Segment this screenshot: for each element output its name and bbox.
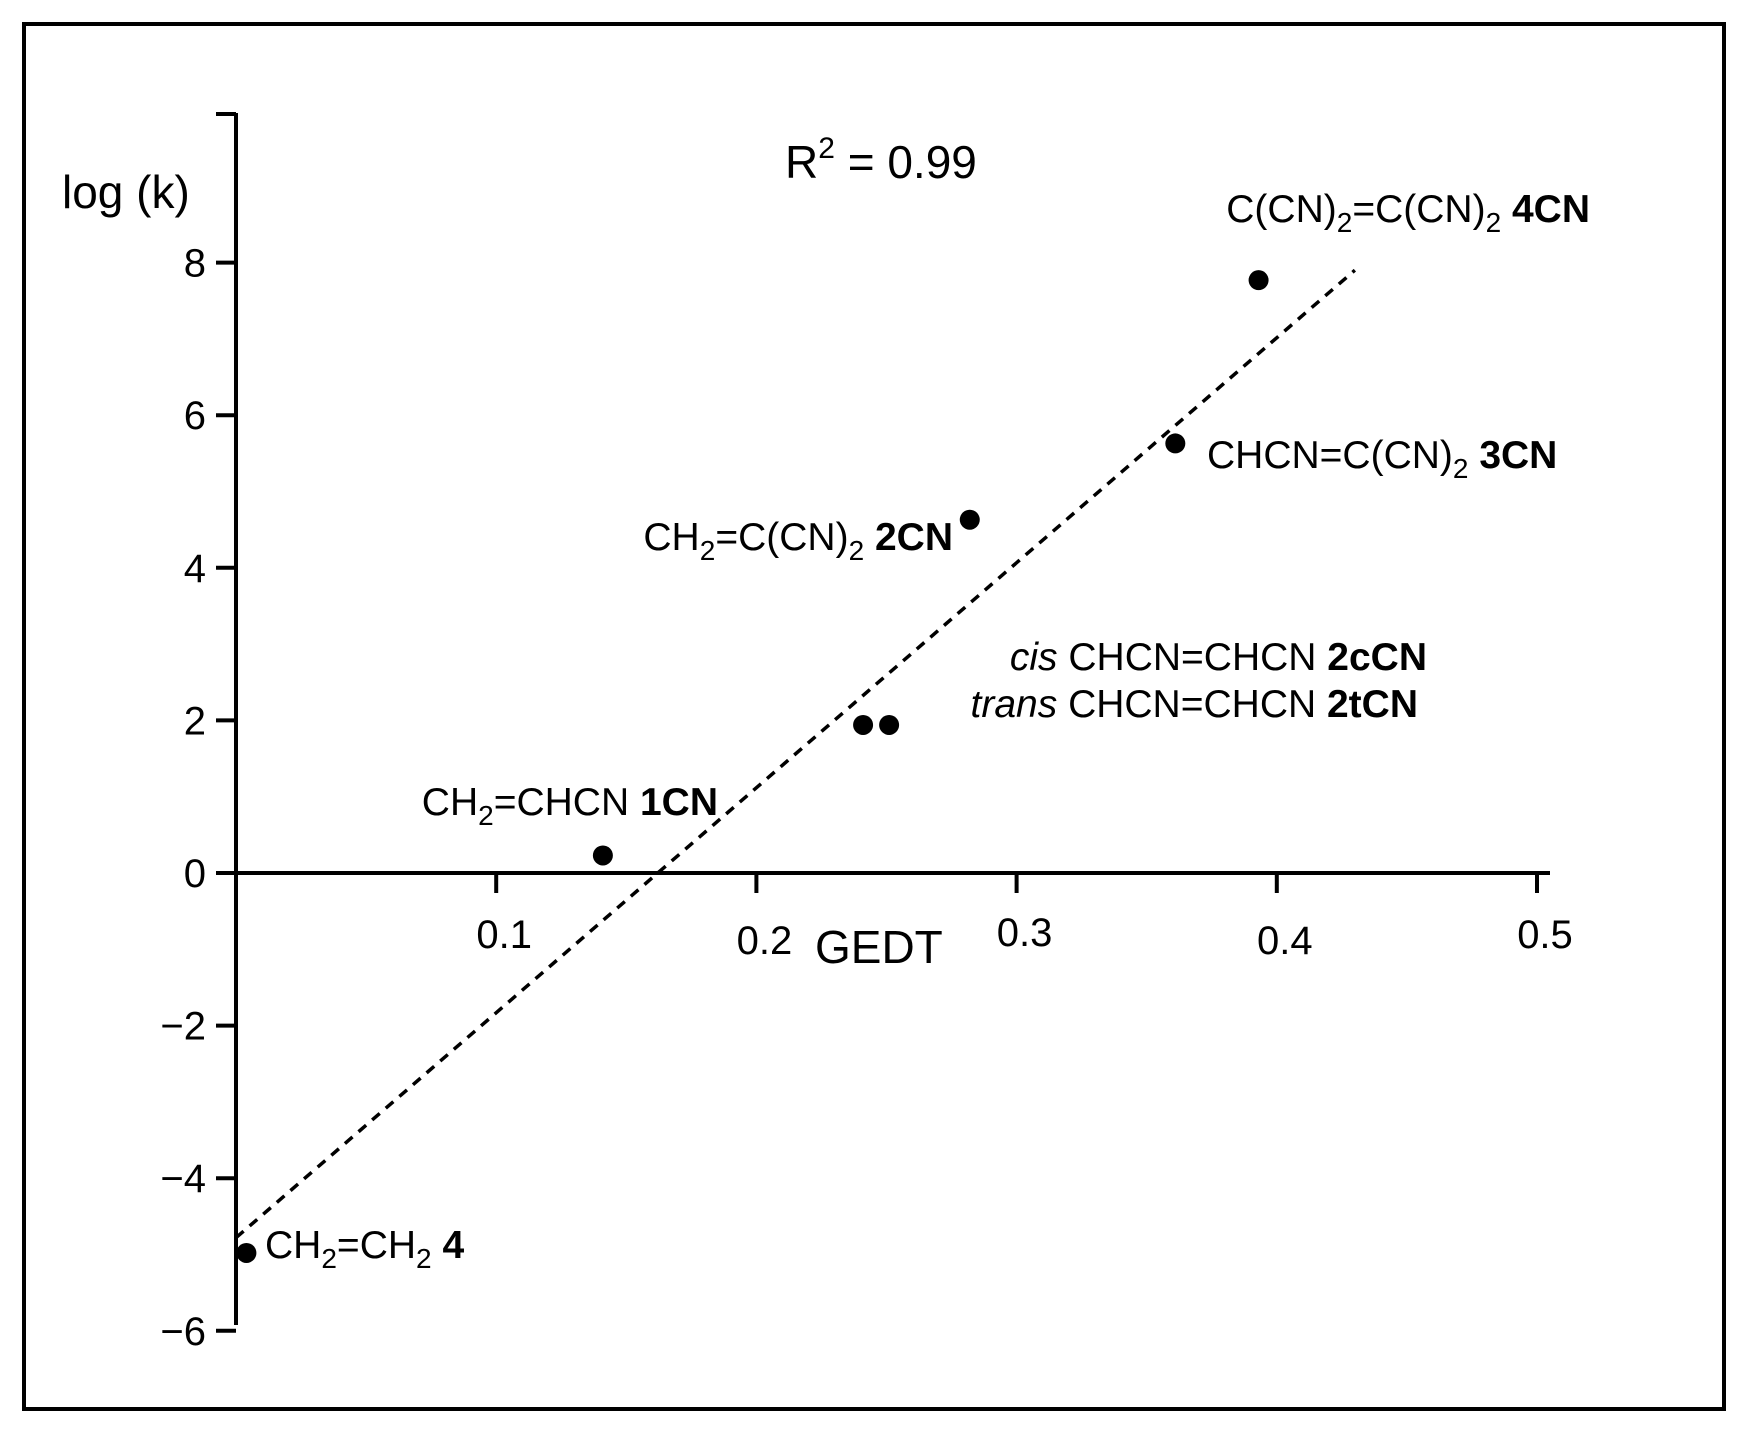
point-label-2cCN: cis CHCN=CHCN 2cCN xyxy=(1010,636,1427,679)
point-label-4: CH2=CH2 4 xyxy=(265,1224,464,1274)
point-label-2tCN: trans CHCN=CHCN 2tCN xyxy=(971,683,1418,726)
r-squared-annotation: R2 = 0.99 xyxy=(785,132,977,188)
y-tick-label: 0 xyxy=(184,852,206,896)
trendline xyxy=(234,268,1357,1240)
label-formula: CHCN=CHCN xyxy=(1068,683,1316,726)
label-formula: CHCN=CHCN xyxy=(1068,636,1316,679)
point-label-3CN: CHCN=C(CN)2 3CN xyxy=(1207,434,1557,484)
label-compound-id: 2CN xyxy=(864,516,953,559)
data-point-2CN xyxy=(959,509,980,530)
data-point-2cCN xyxy=(853,714,874,735)
label-subscript: 2 xyxy=(1337,207,1353,238)
y-tick-label: 2 xyxy=(184,699,206,743)
r-squared-r: R xyxy=(785,136,818,188)
y-axis-title: log (k) xyxy=(62,166,190,218)
x-tick-label: 0.1 xyxy=(476,913,532,957)
label-formula: C(CN) xyxy=(1226,188,1336,231)
point-label-1CN: CH2=CHCN 1CN xyxy=(422,781,718,831)
points-layer xyxy=(236,270,1269,1263)
x-tick-label: 0.4 xyxy=(1257,919,1313,963)
label-subscript: 2 xyxy=(321,1243,337,1274)
y-tick-label: −4 xyxy=(160,1157,206,1201)
label-formula: CH xyxy=(643,516,699,559)
label-subscript: 2 xyxy=(478,800,494,831)
label-subscript: 2 xyxy=(416,1243,432,1274)
label-subscript: 2 xyxy=(849,535,865,566)
label-compound-id: 4 xyxy=(432,1224,465,1267)
y-tick-label: 6 xyxy=(184,394,206,438)
point-label-2CN: CH2=C(CN)2 2CN xyxy=(643,516,953,566)
label-compound-id: 1CN xyxy=(629,781,718,824)
label-compound-id: 3CN xyxy=(1468,434,1557,477)
label-formula: CH xyxy=(265,1224,321,1267)
label-subscript: 2 xyxy=(700,535,716,566)
label-compound-id: 4CN xyxy=(1501,188,1590,231)
data-point-2tCN xyxy=(879,714,900,735)
y-tick-label: −6 xyxy=(160,1310,206,1354)
label-formula: =CH xyxy=(337,1224,416,1267)
label-prefix: cis xyxy=(1010,636,1069,679)
label-compound-id: 2tCN xyxy=(1316,683,1418,726)
label-formula: CH xyxy=(422,781,478,824)
data-point-4 xyxy=(236,1242,257,1263)
y-tick-label: −2 xyxy=(160,1005,206,1049)
x-tick-label: 0.3 xyxy=(997,911,1053,955)
label-subscript: 2 xyxy=(1486,207,1502,238)
point-label-4CN: C(CN)2=C(CN)2 4CN xyxy=(1226,188,1590,238)
y-tick-label: 4 xyxy=(184,547,206,591)
x-tick-label: 0.2 xyxy=(737,919,793,963)
label-formula: =C(CN) xyxy=(1352,188,1485,231)
label-prefix: trans xyxy=(971,683,1069,726)
label-formula: =C(CN) xyxy=(715,516,848,559)
data-point-1CN xyxy=(592,845,613,866)
y-tick-label: 8 xyxy=(184,242,206,286)
data-point-3CN xyxy=(1165,433,1186,454)
x-tick-label: 0.5 xyxy=(1517,913,1573,957)
label-formula: CHCN=C(CN) xyxy=(1207,434,1453,477)
label-subscript: 2 xyxy=(1453,453,1469,484)
trendline-layer xyxy=(234,268,1357,1240)
label-formula: =CHCN xyxy=(494,781,629,824)
label-compound-id: 2cCN xyxy=(1316,636,1427,679)
x-axis-title: GEDT xyxy=(815,921,943,973)
r-squared-value: = 0.99 xyxy=(835,136,977,188)
r-squared-exponent: 2 xyxy=(818,132,835,165)
data-point-4CN xyxy=(1248,270,1269,291)
